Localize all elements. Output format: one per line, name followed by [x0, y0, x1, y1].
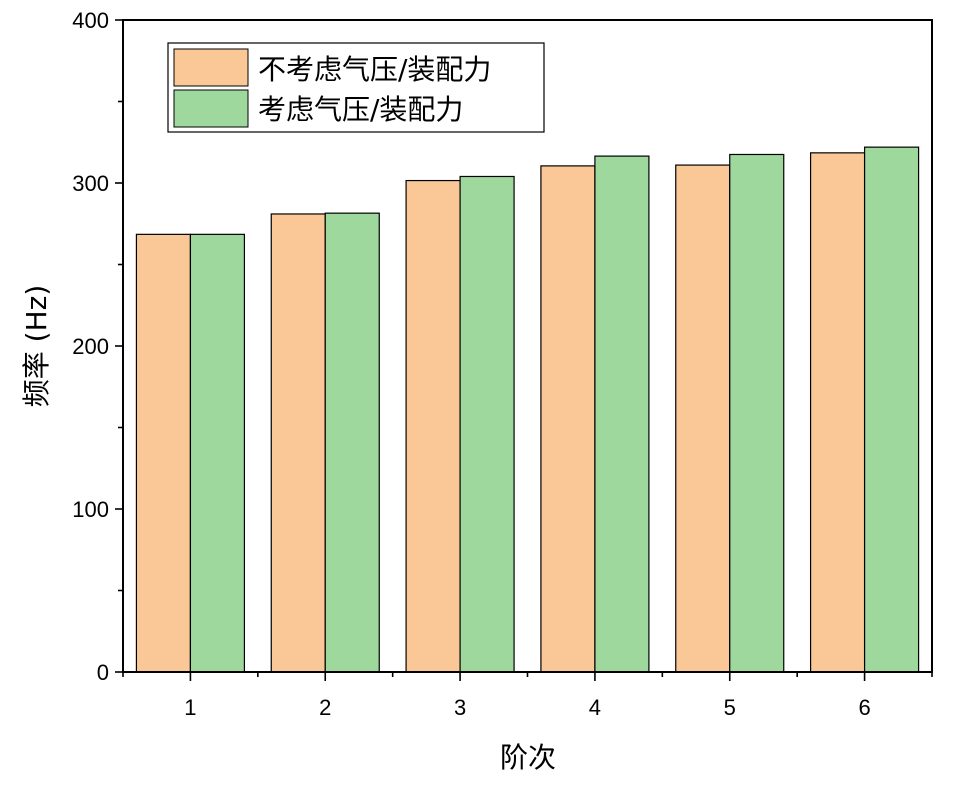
bar-series-1-cat-3: [405, 179, 461, 673]
y-tick-label: 300: [72, 171, 109, 196]
legend-swatch-series-1: [173, 48, 249, 87]
bar-series-2-cat-2: [324, 212, 380, 673]
bar-series-1-cat-6: [809, 152, 866, 673]
bar-series-2-cat-4: [594, 155, 650, 673]
legend-label-series-1: 不考虑气压/装配力: [258, 53, 491, 86]
y-tick-label: 200: [72, 334, 109, 359]
x-tick-label: 5: [724, 695, 736, 720]
bar-series-1-cat-2: [270, 213, 326, 673]
tick-labels-layer: 0 100 200 300 400 1 2 3 4 5 6: [72, 8, 870, 720]
legend-label-series-2: 考虑气压/装配力: [258, 93, 463, 126]
axes-layer: [115, 19, 933, 681]
bars-layer: [135, 146, 920, 673]
y-tick-label: 0: [97, 660, 109, 685]
y-axis-title: 频率 (Hz): [20, 285, 53, 408]
y-tick-label: 400: [72, 8, 109, 33]
bar-series-1-cat-4: [540, 165, 596, 673]
bar-series-2-cat-3: [459, 175, 515, 673]
bar-series-2-cat-1: [189, 233, 246, 673]
x-tick-label: 1: [184, 695, 196, 720]
bar-series-1-cat-1: [135, 233, 192, 673]
x-axis-title: 阶次: [500, 741, 556, 774]
legend: 不考虑气压/装配力 考虑气压/装配力: [167, 42, 545, 133]
x-tick-label: 4: [589, 695, 601, 720]
bar-series-1-cat-5: [675, 164, 731, 673]
x-tick-label: 6: [858, 695, 870, 720]
x-tick-label: 2: [319, 695, 331, 720]
bar-series-2-cat-5: [729, 153, 785, 673]
legend-swatch-series-2: [173, 89, 249, 128]
y-tick-label: 100: [72, 497, 109, 522]
bar-series-2-cat-6: [863, 146, 920, 673]
x-tick-label: 3: [454, 695, 466, 720]
